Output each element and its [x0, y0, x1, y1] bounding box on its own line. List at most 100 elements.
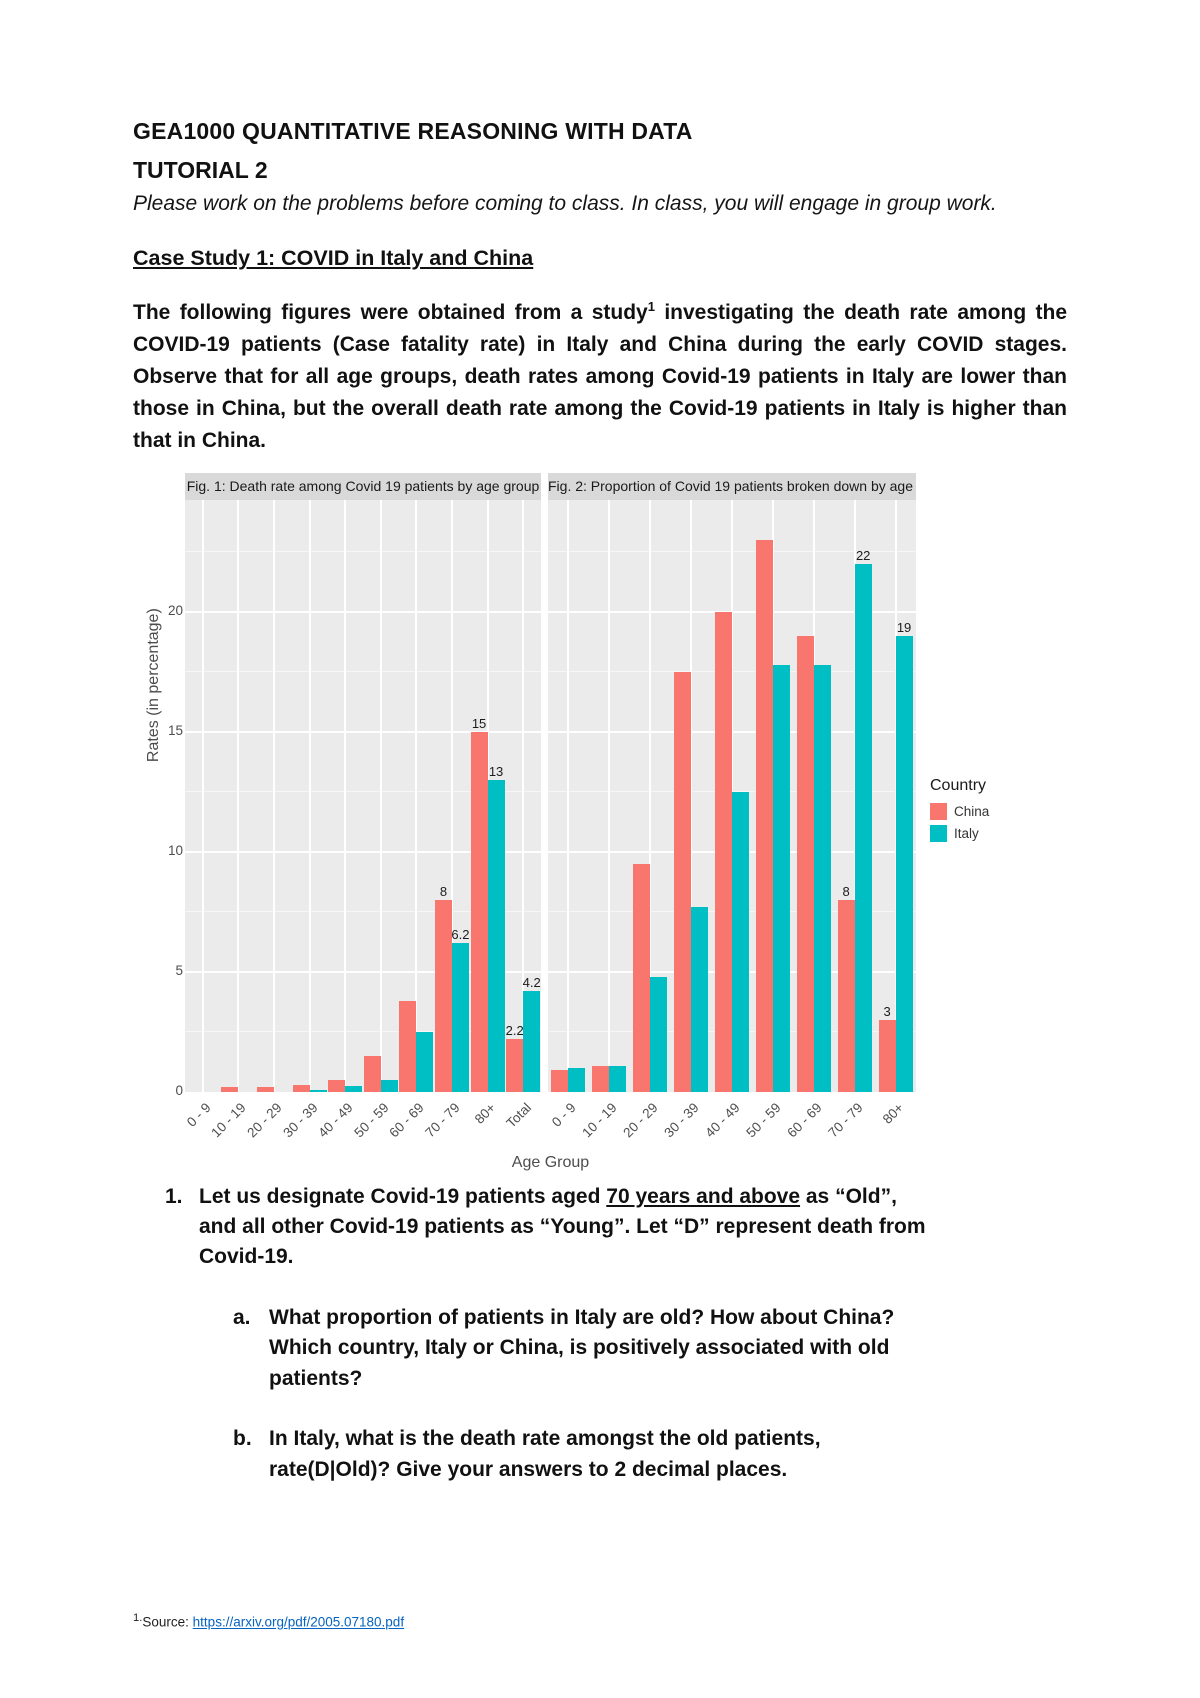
category-group-20-29: [256, 499, 292, 1092]
bar-italy-70-79: 6.2: [451, 927, 469, 1092]
question-1b: b. In Italy, what is the death rate amon…: [233, 1424, 1067, 1485]
bar-italy-30-39: [309, 1089, 327, 1092]
category-group-70-79: 8 22: [834, 499, 875, 1092]
question-1b-letter: b.: [233, 1427, 252, 1451]
bar-italy-60-69: [813, 664, 831, 1092]
bar-italy-60-69: [416, 1031, 434, 1092]
bar-value-label: 15: [471, 715, 487, 731]
x-tick-Total: Total: [503, 1099, 534, 1131]
bar-china-60-69: [399, 1000, 417, 1092]
bar-china-10-19: [221, 1086, 239, 1092]
bar-china-20-29: [633, 863, 651, 1092]
category-group-30-39: [671, 499, 712, 1092]
bar-groups: 8 22 3 19: [548, 499, 916, 1092]
category-group-60-69: [399, 499, 435, 1092]
category-group-50-59: [752, 499, 793, 1092]
category-group-50-59: [363, 499, 399, 1092]
bar-value-label: 2.2: [505, 1022, 524, 1038]
bar-italy-50-59: [380, 1079, 398, 1092]
category-group-10-19: [589, 499, 630, 1092]
footnote-source: 1.Source: https://arxiv.org/pdf/2005.071…: [133, 1612, 404, 1630]
footnote-number: 1.: [133, 1612, 143, 1624]
bar-china-20-29: [256, 1086, 274, 1092]
bar-value-label: 13: [488, 763, 504, 779]
fig1-x-axis-labels: 0 - 9 10 - 19 20 - 29 30 - 39 40 - 49 50 - 59…: [183, 1092, 541, 1152]
legend-title: Country: [930, 777, 987, 795]
y-tick-15: 15: [167, 722, 183, 738]
x-tick-60-69: 60 - 69: [784, 1099, 825, 1140]
bar-china-40-49: [328, 1079, 346, 1092]
y-tick-10: 10: [167, 842, 183, 858]
source-link[interactable]: https://arxiv.org/pdf/2005.07180.pdf: [192, 1614, 405, 1630]
question-1: 1. Let us designate Covid-19 patients ag…: [165, 1182, 1067, 1273]
question-1-text: Let us designate Covid-19 patients aged …: [199, 1184, 926, 1269]
bar-italy-80+: 13: [487, 764, 505, 1092]
minor-gridline: [185, 910, 541, 912]
major-gridline-20: [185, 610, 541, 613]
x-tick-20-29: 20 - 29: [244, 1099, 285, 1140]
bar-italy-10-19: [609, 1065, 627, 1092]
china-color-swatch: [930, 803, 947, 821]
bar-china-60-69: [796, 635, 814, 1092]
footnote-ref: 1: [647, 299, 655, 314]
x-tick-30-39: 30 - 39: [661, 1099, 702, 1140]
category-group-60-69: [793, 499, 834, 1092]
bar-value-label: 19: [896, 619, 912, 635]
bar-italy-80+: 19: [895, 620, 913, 1092]
category-group-30-39: [292, 499, 328, 1092]
bar-italy-30-39: [691, 906, 709, 1092]
paragraph-text-post: investigating the death rate among the C…: [133, 301, 1068, 452]
question-1-number: 1.: [165, 1184, 183, 1208]
bar-value-label: 6.2: [451, 926, 470, 942]
y-axis-title: Rates (in percentage): [145, 608, 162, 763]
x-axis-title: Age Group: [511, 1153, 590, 1171]
intro-note: Please work on the problems before comin…: [133, 192, 997, 215]
y-tick-0: 0: [175, 1082, 183, 1098]
x-tick-80+: 80+: [879, 1099, 907, 1127]
bar-italy-40-49: [732, 791, 749, 1092]
category-group-20-29: [630, 499, 671, 1092]
x-tick-80+: 80+: [471, 1099, 499, 1127]
legend-label-italy: Italy: [954, 826, 979, 842]
country-legend: Country China Italy: [930, 777, 1010, 847]
bar-china-10-19: [592, 1065, 610, 1092]
bar-china-50-59: [755, 539, 773, 1092]
fig2-proportion-chart: Fig. 2: Proportion of Covid 19 patients …: [548, 472, 916, 1152]
x-tick-0-9: 0 - 9: [183, 1099, 214, 1130]
footnote-label: Source:: [142, 1614, 193, 1630]
major-gridline-15: [185, 730, 541, 733]
minor-gridline: [185, 1030, 541, 1032]
question-1a-letter: a.: [233, 1305, 251, 1329]
category-group-10-19: [221, 499, 257, 1092]
category-group-80+: 15 13: [470, 499, 506, 1092]
case-study-heading: Case Study 1: COVID in Italy and China: [133, 246, 534, 270]
fig2-strip-title: Fig. 2: Proportion of Covid 19 patients …: [548, 472, 916, 500]
old-age-threshold: 70 years and above: [606, 1184, 801, 1208]
x-tick-10-19: 10 - 19: [579, 1099, 620, 1140]
fig2-plot-area: 8 22 3 19: [548, 499, 916, 1092]
y-tick-5: 5: [175, 962, 183, 978]
question-1a-text: What proportion of patients in Italy are…: [269, 1305, 895, 1390]
major-gridline-10: [185, 850, 541, 853]
bar-china-30-39: [674, 671, 692, 1092]
bar-value-label: 4.2: [522, 974, 541, 990]
bar-china-70-79: 8: [434, 884, 452, 1092]
x-tick-70-79: 70 - 79: [824, 1099, 866, 1140]
x-tick-40-49: 40 - 49: [702, 1099, 743, 1140]
doc-subtitle: TUTORIAL 2: [133, 157, 268, 183]
legend-entry-italy: Italy: [930, 825, 1010, 843]
category-group-Total: 2.2 4.2: [505, 499, 541, 1092]
bar-china-Total: 2.2: [506, 1023, 524, 1092]
bar-china-50-59: [363, 1055, 381, 1092]
bar-china-40-49: [715, 611, 732, 1092]
italy-color-swatch: [930, 825, 947, 843]
category-group-40-49: [327, 499, 363, 1092]
x-tick-60-69: 60 - 69: [386, 1099, 428, 1140]
bar-china-80+: 15: [470, 716, 488, 1092]
x-tick-50-59: 50 - 59: [351, 1099, 392, 1140]
fig2-x-axis-labels: 0 - 9 10 - 19 20 - 29 30 - 39 40 - 49 50 - 59…: [548, 1092, 916, 1152]
bar-china-0-9: [551, 1069, 569, 1092]
minor-gridline: [185, 790, 541, 792]
y-axis-ticks: 0 5 10 15 20: [155, 473, 185, 1098]
doc-title: GEA1000 QUANTITATIVE REASONING WITH DATA: [133, 118, 693, 144]
